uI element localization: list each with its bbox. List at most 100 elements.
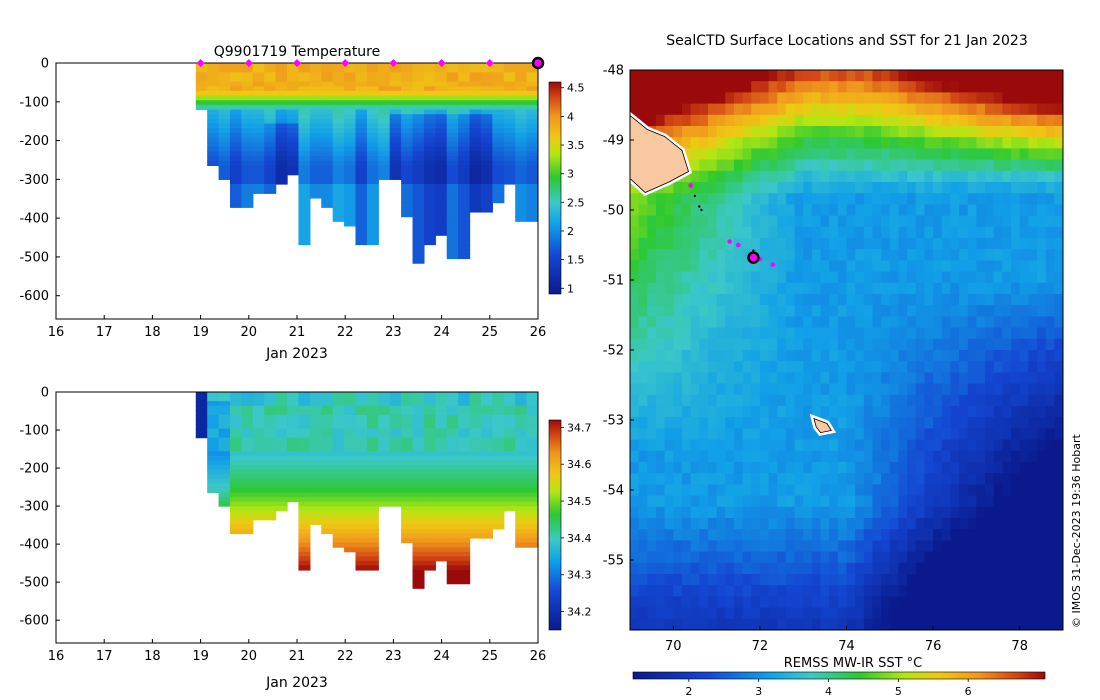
sst-cell [967,316,977,329]
sst-cell [898,473,908,485]
temperature-cell [446,216,459,222]
salinity-cell [401,446,414,452]
sst-cell [950,350,960,362]
sst-cell [985,506,995,519]
temperature-cell [332,81,345,87]
sst-cell [924,282,934,295]
sst-cell [690,294,700,306]
temperature-cell [378,160,391,166]
sst-cell [673,484,683,497]
sst-cell [1011,506,1021,519]
sst-cell [915,305,925,317]
temperature-cell [401,170,414,176]
sst-cell [829,114,839,127]
salinity-cell [298,392,311,398]
temperature-cell [446,151,459,157]
sst-cell [1011,103,1021,116]
temperature-cell [458,174,471,180]
sst-cell [941,361,951,373]
temperature-cell [480,156,493,162]
salinity-cell [230,474,243,480]
temperature-cell [366,137,379,143]
salinity-cell [401,465,414,471]
sst-cell [716,92,726,105]
sst-cell [768,394,778,407]
temperature-cell [469,179,482,185]
salinity-cell [332,515,345,521]
sst-cell [751,462,761,474]
sst-cell [751,506,761,519]
sst-cell [1028,316,1038,329]
temperature-cell [423,211,436,218]
sst-cell [846,294,856,306]
salinity-cell [412,414,425,420]
temperature-cell [321,95,334,101]
temperature-cell [321,151,334,157]
sst-cell [855,585,865,597]
temperature-cell [355,184,368,190]
sst-cell [829,562,839,575]
salinity-cell [378,410,391,416]
sst-cell [655,439,666,452]
temperature-cell [469,114,482,120]
sst-cell [794,462,804,474]
temperature-cell [412,160,425,166]
temperature-cell [378,100,391,106]
temperature-cell [423,137,436,143]
temperature-cell [298,146,311,153]
sst-cell [759,170,770,183]
sst-cell [812,630,821,642]
sst-cell [959,282,969,295]
salinity-cell [344,474,357,480]
salinity-cell [480,506,493,512]
sst-cell [673,450,683,463]
sst-cell [699,249,709,261]
sst-cell [846,372,856,385]
sst-cell [1054,182,1063,194]
sst-cell [751,271,761,284]
salinity-cell [287,446,300,452]
current-location-marker [747,251,760,264]
salinity-cell [309,501,322,507]
salinity-cell [298,542,311,548]
sst-cell [768,484,778,497]
sst-cell [811,450,822,463]
temperature-cell [492,128,505,134]
salinity-cell [480,487,493,493]
temperature-cell [321,188,334,194]
sst-cell [647,618,657,630]
temperature-cell [287,90,300,97]
salinity-cell [423,478,436,484]
sst-cell [820,518,830,530]
sst-cell [647,495,657,508]
temperature-cell [458,142,471,148]
sst-cell [933,585,943,597]
sst-cell [1002,450,1012,463]
temperature-cell [401,104,414,111]
temperature-cell [321,170,334,176]
temperature-cell [469,100,482,106]
sst-cell [673,372,683,385]
sst-cell [751,495,761,508]
sst-cell [1002,506,1012,519]
sst-cell [898,126,908,138]
sst-cell [1002,81,1012,93]
sst-cell [803,249,813,261]
salinity-cell [389,469,402,475]
sst-cell [924,294,934,306]
sst-cell [846,226,856,239]
sst-cell [707,204,718,217]
temperature-cell [435,179,448,185]
temperature-cell [195,90,208,97]
sst-cell [1002,551,1012,564]
salinity-cell [492,414,505,420]
sst-cell [820,383,830,396]
temperature-cell [332,63,345,69]
sst-cell [716,148,726,161]
sst-cell [664,406,674,418]
salinity-cell [298,401,311,407]
sst-cell [985,383,995,396]
temperature-cell [344,109,357,115]
sst-cell [716,450,726,463]
